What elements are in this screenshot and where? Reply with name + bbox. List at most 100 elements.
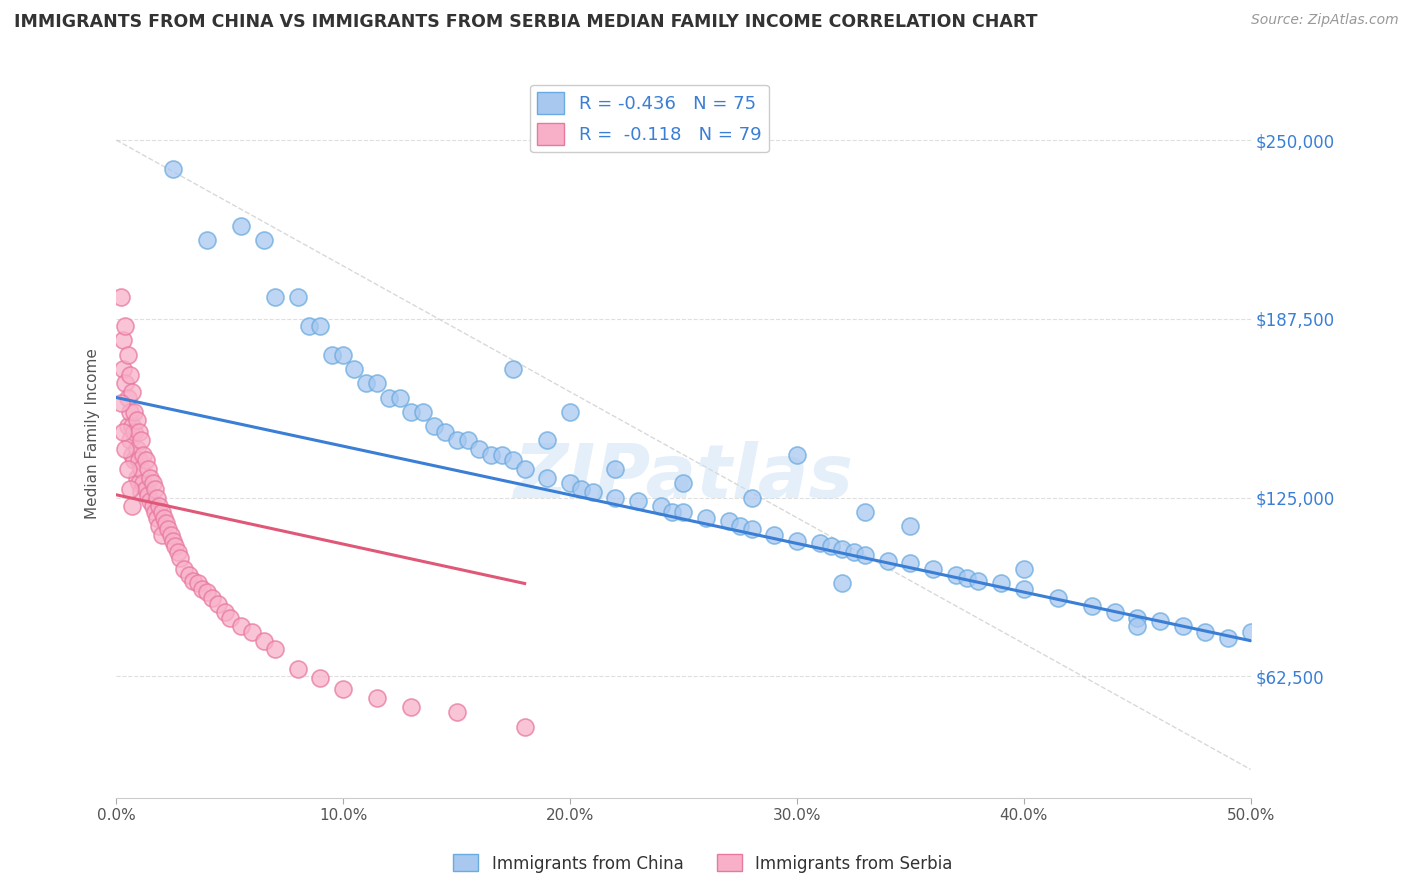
Point: [117, 462, 139, 476]
Point: [124, 405, 146, 419]
Point: [135, 482, 157, 496]
Point: [479, 448, 502, 462]
Point: [1012, 582, 1035, 597]
Point: [207, 597, 229, 611]
Point: [582, 485, 605, 500]
Point: [121, 448, 143, 462]
Point: [672, 505, 695, 519]
Point: [128, 425, 150, 439]
Point: [148, 500, 170, 514]
Text: IMMIGRANTS FROM CHINA VS IMMIGRANTS FROM SERBIA MEDIAN FAMILY INCOME CORRELATION: IMMIGRANTS FROM CHINA VS IMMIGRANTS FROM…: [14, 13, 1038, 31]
Point: [558, 476, 581, 491]
Point: [1149, 614, 1171, 628]
Point: [118, 368, 141, 382]
Point: [129, 434, 152, 448]
Point: [191, 582, 214, 597]
Point: [142, 500, 165, 514]
Point: [128, 453, 150, 467]
Text: Source: ZipAtlas.com: Source: ZipAtlas.com: [1251, 13, 1399, 28]
Point: [820, 539, 842, 553]
Point: [536, 470, 558, 484]
Point: [112, 334, 135, 348]
Point: [831, 576, 853, 591]
Point: [853, 505, 876, 519]
Legend: R = -0.436   N = 75, R =  -0.118   N = 79: R = -0.436 N = 75, R = -0.118 N = 79: [530, 85, 769, 153]
Point: [117, 391, 139, 405]
Point: [132, 448, 155, 462]
Point: [423, 419, 446, 434]
Point: [343, 362, 366, 376]
Legend: Immigrants from China, Immigrants from Serbia: Immigrants from China, Immigrants from S…: [447, 847, 959, 880]
Point: [229, 219, 252, 233]
Point: [114, 376, 136, 391]
Point: [763, 528, 786, 542]
Point: [377, 391, 399, 405]
Point: [287, 290, 309, 304]
Point: [354, 376, 377, 391]
Point: [956, 571, 979, 585]
Point: [786, 448, 808, 462]
Point: [214, 605, 236, 619]
Point: [309, 671, 332, 685]
Point: [831, 542, 853, 557]
Point: [139, 493, 162, 508]
Point: [165, 539, 187, 553]
Point: [366, 376, 388, 391]
Point: [229, 619, 252, 633]
Point: [661, 505, 683, 519]
Point: [118, 434, 141, 448]
Point: [157, 522, 180, 536]
Point: [253, 233, 276, 247]
Point: [114, 318, 136, 333]
Point: [242, 625, 264, 640]
Point: [786, 533, 808, 548]
Point: [136, 488, 159, 502]
Point: [1081, 599, 1104, 614]
Point: [124, 425, 146, 439]
Text: ZIPatlas: ZIPatlas: [513, 441, 853, 514]
Point: [446, 434, 468, 448]
Point: [332, 682, 354, 697]
Point: [148, 519, 170, 533]
Point: [412, 405, 434, 419]
Point: [136, 462, 159, 476]
Point: [129, 485, 152, 500]
Point: [195, 585, 218, 599]
Point: [121, 500, 143, 514]
Point: [146, 510, 169, 524]
Point: [264, 290, 287, 304]
Point: [287, 662, 309, 676]
Point: [112, 425, 135, 439]
Point: [117, 419, 139, 434]
Point: [110, 396, 132, 410]
Point: [605, 462, 627, 476]
Point: [195, 233, 218, 247]
Point: [741, 522, 763, 536]
Point: [650, 500, 672, 514]
Point: [332, 348, 354, 362]
Point: [1240, 625, 1263, 640]
Point: [399, 405, 422, 419]
Point: [945, 568, 967, 582]
Point: [922, 562, 945, 576]
Point: [321, 348, 343, 362]
Y-axis label: Median Family Income: Median Family Income: [86, 348, 100, 519]
Point: [150, 528, 173, 542]
Point: [153, 510, 176, 524]
Point: [967, 574, 990, 588]
Point: [695, 510, 717, 524]
Point: [143, 482, 166, 496]
Point: [142, 476, 165, 491]
Point: [558, 405, 581, 419]
Point: [114, 442, 136, 456]
Point: [1104, 605, 1126, 619]
Point: [468, 442, 491, 456]
Point: [169, 550, 191, 565]
Point: [218, 611, 240, 625]
Point: [135, 453, 157, 467]
Point: [110, 290, 132, 304]
Point: [187, 576, 209, 591]
Point: [717, 514, 740, 528]
Point: [264, 642, 287, 657]
Point: [112, 362, 135, 376]
